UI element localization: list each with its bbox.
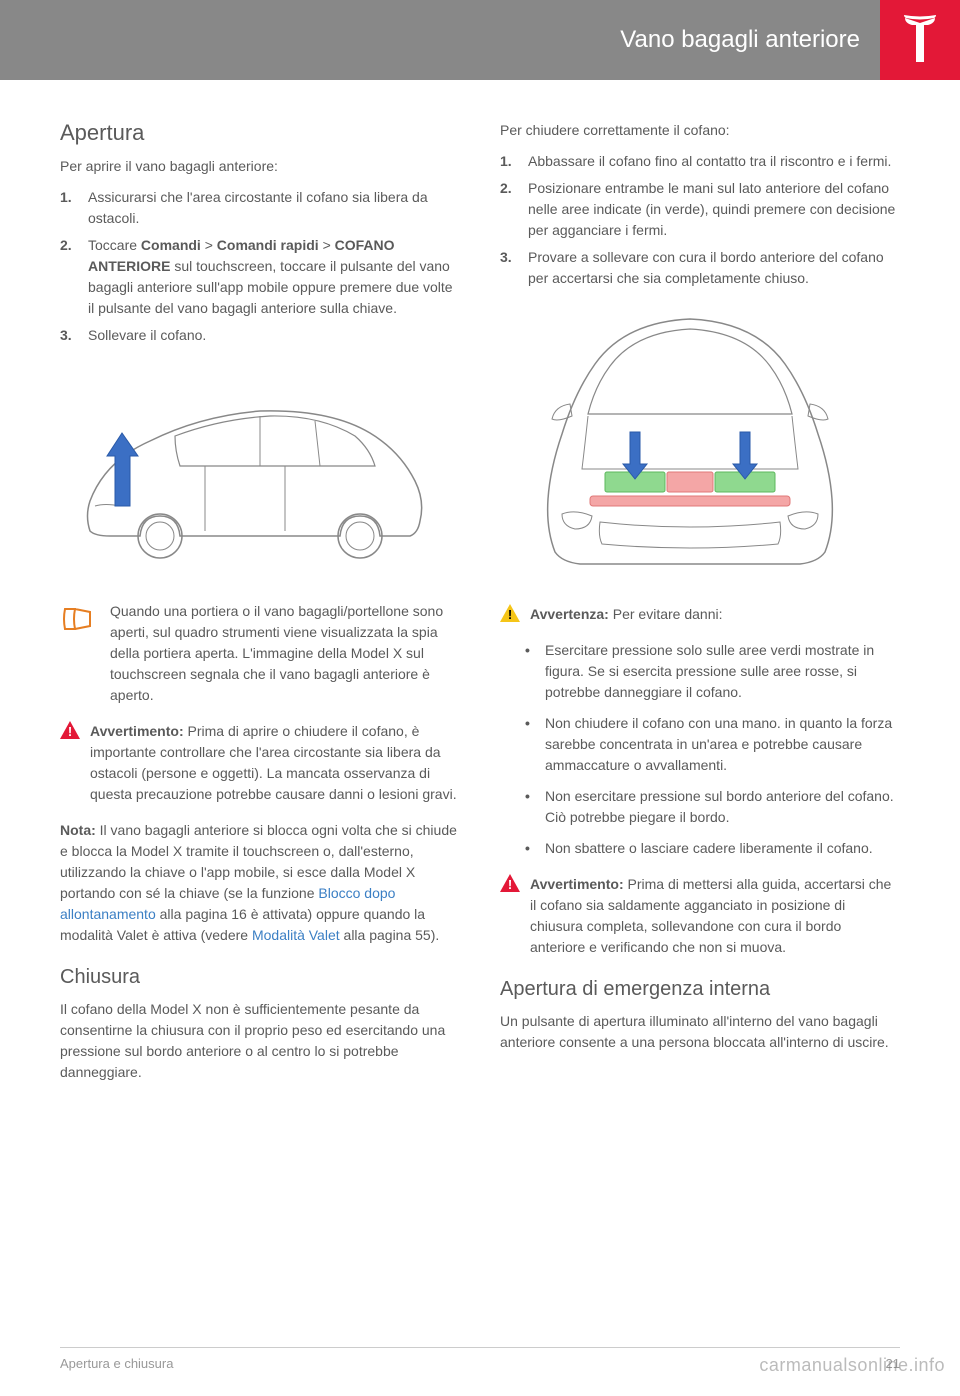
- bullet-4: Non sbattere o lasciare cadere liberamen…: [500, 838, 900, 859]
- warning-icon: !: [60, 721, 80, 741]
- door-open-text: Quando una portiera o il vano bagagli/po…: [110, 601, 460, 706]
- avvertenza-text: Avvertenza: Per evitare danni:: [530, 604, 722, 625]
- warning-1: ! Avvertimento: Prima di aprire o chiude…: [60, 721, 460, 805]
- chiudere-intro: Per chiudere correttamente il cofano:: [500, 120, 900, 141]
- header-bar: Vano bagagli anteriore: [0, 0, 960, 80]
- door-open-icon: [60, 601, 95, 636]
- step-2: Toccare Comandi > Comandi rapidi > COFAN…: [60, 235, 460, 319]
- emergenza-paragraph: Un pulsante di apertura illuminato all'i…: [500, 1011, 900, 1053]
- content-area: Apertura Per aprire il vano bagagli ante…: [0, 80, 960, 1113]
- step-3: Sollevare il cofano.: [60, 325, 460, 346]
- heading-chiusura: Chiusura: [60, 966, 460, 989]
- warning-1-text: Avvertimento: Prima di aprire o chiudere…: [90, 721, 460, 805]
- avvertenza: ! Avvertenza: Per evitare danni:: [500, 604, 900, 625]
- chiudere-steps: Abbassare il cofano fino al contatto tra…: [500, 151, 900, 289]
- warning-2-text: Avvertimento: Prima di mettersi alla gui…: [530, 874, 900, 958]
- chiusura-paragraph: Il cofano della Model X non è sufficient…: [60, 999, 460, 1083]
- apertura-intro: Per aprire il vano bagagli anteriore:: [60, 156, 460, 177]
- link-valet[interactable]: Modalità Valet: [252, 927, 340, 943]
- svg-text:!: !: [508, 877, 512, 892]
- footer-section: Apertura e chiusura: [60, 1356, 173, 1371]
- bullet-2: Non chiudere il cofano con una mano. in …: [500, 713, 900, 776]
- car-front-illustration: [500, 304, 900, 589]
- close-step-3: Provare a sollevare con cura il bordo an…: [500, 247, 900, 289]
- car-side-illustration: [60, 361, 460, 586]
- nota-paragraph: Nota: Il vano bagagli anteriore si blocc…: [60, 820, 460, 946]
- right-column: Per chiudere correttamente il cofano: Ab…: [500, 120, 900, 1093]
- warning-2: ! Avvertimento: Prima di mettersi alla g…: [500, 874, 900, 958]
- warning-icon: !: [500, 874, 520, 894]
- apertura-steps: Assicurarsi che l'area circostante il co…: [60, 187, 460, 346]
- heading-apertura: Apertura: [60, 120, 460, 146]
- header-title: Vano bagagli anteriore: [620, 26, 860, 54]
- heading-emergenza: Apertura di emergenza interna: [500, 978, 900, 1001]
- watermark: carmanualsonline.info: [759, 1355, 945, 1376]
- caution-icon: !: [500, 604, 520, 624]
- bullet-1: Esercitare pressione solo sulle aree ver…: [500, 640, 900, 703]
- avvertenza-bullets: Esercitare pressione solo sulle aree ver…: [500, 640, 900, 859]
- left-column: Apertura Per aprire il vano bagagli ante…: [60, 120, 460, 1093]
- svg-text:!: !: [68, 724, 72, 739]
- close-step-1: Abbassare il cofano fino al contatto tra…: [500, 151, 900, 172]
- tesla-logo: [880, 0, 960, 80]
- bullet-3: Non esercitare pressione sul bordo anter…: [500, 786, 900, 828]
- svg-text:!: !: [508, 607, 512, 622]
- close-step-2: Posizionare entrambe le mani sul lato an…: [500, 178, 900, 241]
- door-open-note: Quando una portiera o il vano bagagli/po…: [60, 601, 460, 706]
- step-1: Assicurarsi che l'area circostante il co…: [60, 187, 460, 229]
